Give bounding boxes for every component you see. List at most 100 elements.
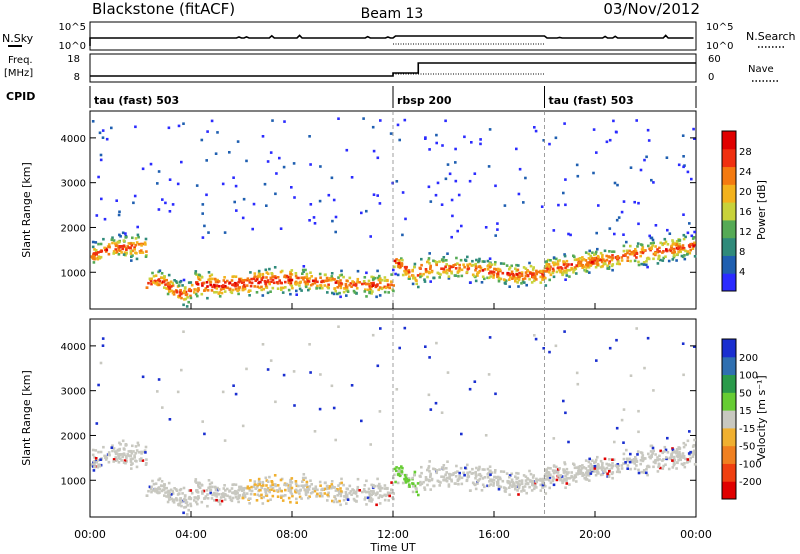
range-gate-cell <box>193 499 196 502</box>
range-gate-cell <box>338 482 342 485</box>
range-gate-cell <box>215 284 219 287</box>
range-gate-cell <box>152 281 155 284</box>
range-gate-cell <box>290 486 294 490</box>
colorbar-swatch <box>722 166 736 185</box>
range-gate-cell <box>612 250 616 253</box>
nsearch-label: N.Search <box>746 30 796 43</box>
range-gate-cell <box>595 258 598 261</box>
range-gate-cell <box>465 478 469 482</box>
range-gate-cell <box>269 359 273 362</box>
range-gate-cell <box>622 233 625 236</box>
range-gate-cell <box>663 445 667 449</box>
range-gate-cell <box>101 337 105 340</box>
range-gate-cell <box>639 462 642 466</box>
range-gate-cell <box>452 472 455 475</box>
range-gate-cell <box>629 452 632 456</box>
range-gate-cell <box>646 336 650 340</box>
range-gate-cell <box>294 490 298 494</box>
range-gate-cell <box>209 489 212 492</box>
range-gate-cell <box>481 483 485 487</box>
range-gate-cell <box>258 275 261 278</box>
range-gate-cell <box>656 458 659 462</box>
range-gate-cell <box>404 267 408 271</box>
range-gate-cell <box>474 470 477 474</box>
range-gate-cell <box>544 473 547 476</box>
range-gate-cell <box>525 491 528 495</box>
range-gate-cell <box>338 291 341 295</box>
range-gate-cell <box>450 271 453 275</box>
range-gate-cell <box>458 474 461 478</box>
range-gate-cell <box>464 466 467 470</box>
range-gate-cell <box>289 480 292 484</box>
range-gate-cell <box>454 471 457 474</box>
range-gate-cell <box>139 242 143 246</box>
range-gate-cell <box>176 182 180 186</box>
range-gate-cell <box>428 356 431 359</box>
range-gate-cell <box>626 256 630 259</box>
range-gate-cell <box>115 250 119 253</box>
range-gate-cell <box>603 457 607 461</box>
range-gate-cell <box>344 282 348 286</box>
range-gate-cell <box>289 292 292 296</box>
range-gate-cell <box>179 291 182 294</box>
range-gate-cell <box>489 270 492 273</box>
range-gate-cell <box>665 156 669 159</box>
range-gate-cell <box>118 233 121 237</box>
range-gate-cell <box>603 249 607 253</box>
range-gate-cell <box>651 446 655 450</box>
range-gate-cell <box>531 273 535 276</box>
range-gate-cell <box>117 461 121 464</box>
range-gate-cell <box>587 474 591 477</box>
range-gate-cell <box>451 265 455 268</box>
range-gate-cell <box>412 485 415 488</box>
range-gate-cell <box>468 470 472 474</box>
range-gate-cell <box>524 475 528 478</box>
range-gate-cell <box>99 158 103 162</box>
range-gate-cell <box>180 292 183 296</box>
range-gate-cell <box>584 459 588 462</box>
range-gate-cell <box>646 265 649 269</box>
range-gate-cell <box>487 276 491 280</box>
range-gate-cell <box>302 473 306 476</box>
range-gate-cell <box>326 279 329 282</box>
colorbar-swatch <box>722 410 736 429</box>
range-gate-cell <box>649 242 653 245</box>
range-gate-cell <box>122 461 126 464</box>
range-gate-cell <box>392 497 395 501</box>
range-gate-cell <box>269 290 272 293</box>
range-gate-cell <box>601 464 604 467</box>
range-gate-cell <box>260 278 264 282</box>
range-gate-cell <box>386 285 389 289</box>
range-gate-cell <box>137 235 140 239</box>
range-gate-cell <box>672 252 676 256</box>
freq-tick-top: 18 <box>67 54 80 65</box>
range-gate-cell <box>608 346 612 350</box>
range-gate-cell <box>678 450 681 454</box>
range-gate-cell <box>334 289 337 293</box>
range-gate-cell <box>541 486 544 489</box>
range-gate-cell <box>251 227 254 231</box>
range-gate-cell <box>601 473 604 476</box>
range-gate-cell <box>332 292 336 296</box>
range-gate-cell <box>578 468 582 472</box>
range-gate-cell <box>364 496 367 499</box>
range-gate-cell <box>476 479 480 482</box>
range-gate-cell <box>125 456 128 459</box>
range-gate-cell <box>383 290 387 294</box>
range-gate-cell <box>336 488 339 491</box>
range-gate-cell <box>331 219 334 223</box>
range-gate-cell <box>586 264 590 267</box>
range-gate-cell <box>152 489 155 492</box>
range-gate-cell <box>496 475 500 479</box>
range-gate-cell <box>358 489 361 492</box>
range-gate-cell <box>424 345 427 348</box>
range-gate-cell <box>594 458 598 462</box>
range-gate-cell <box>435 263 438 267</box>
range-gate-cell <box>187 300 190 304</box>
range-gate-cell <box>144 463 148 466</box>
range-gate-cell <box>367 279 371 283</box>
range-gate-cell <box>330 272 334 275</box>
range-gate-cell <box>186 296 189 299</box>
range-gate-cell <box>344 490 348 494</box>
range-gate-cell <box>415 279 418 282</box>
